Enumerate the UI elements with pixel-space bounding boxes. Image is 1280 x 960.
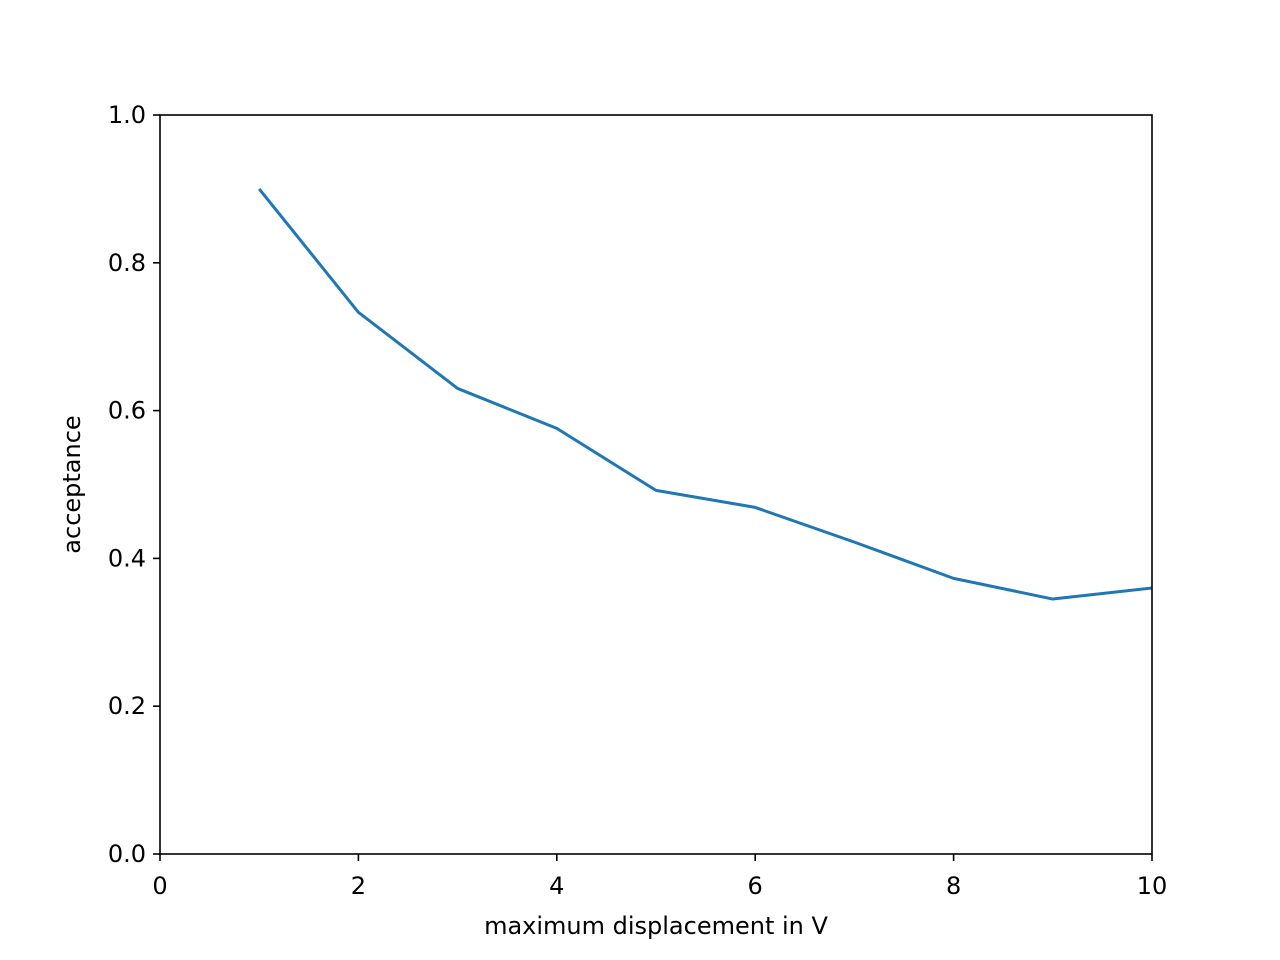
x-axis-ticks: 0 2 4 6 8 10 xyxy=(152,854,1167,900)
x-tick-label: 10 xyxy=(1137,872,1168,900)
y-tick-label: 0.8 xyxy=(108,249,146,277)
x-tick-label: 4 xyxy=(549,872,564,900)
x-tick-label: 8 xyxy=(946,872,961,900)
y-tick-label: 0.4 xyxy=(108,544,146,572)
series-layer xyxy=(258,187,1153,601)
x-tick-label: 0 xyxy=(152,872,167,900)
series-line xyxy=(258,187,1153,601)
y-tick-label: 0.0 xyxy=(108,840,146,868)
axes-frame xyxy=(159,114,1153,855)
y-tick-label: 0.6 xyxy=(108,397,146,425)
x-axis-label: maximum displacement in V xyxy=(484,912,828,940)
x-tick-label: 2 xyxy=(351,872,366,900)
y-axis-ticks: 0.0 0.2 0.4 0.6 0.8 1.0 xyxy=(108,101,160,868)
y-tick-label: 1.0 xyxy=(108,101,146,129)
y-axis-label: acceptance xyxy=(58,415,86,553)
x-tick-label: 6 xyxy=(748,872,763,900)
y-tick-label: 0.2 xyxy=(108,692,146,720)
